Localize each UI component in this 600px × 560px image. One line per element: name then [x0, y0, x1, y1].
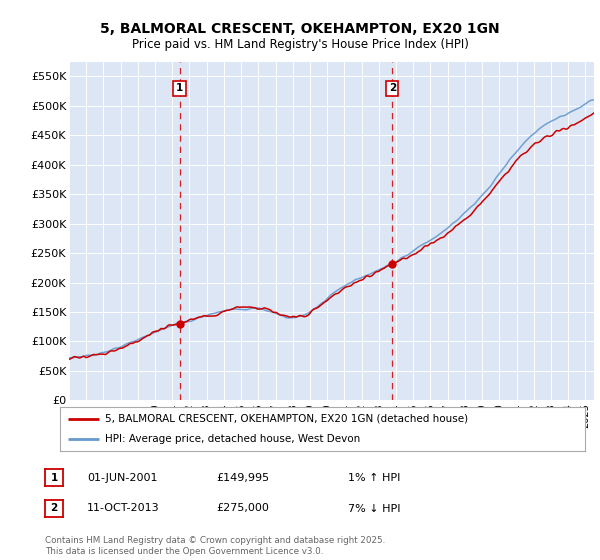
- Text: 5, BALMORAL CRESCENT, OKEHAMPTON, EX20 1GN: 5, BALMORAL CRESCENT, OKEHAMPTON, EX20 1…: [100, 22, 500, 36]
- Text: 2: 2: [389, 83, 396, 93]
- Text: 7% ↓ HPI: 7% ↓ HPI: [348, 503, 401, 514]
- Text: £149,995: £149,995: [216, 473, 269, 483]
- Text: 01-JUN-2001: 01-JUN-2001: [87, 473, 157, 483]
- Text: 2: 2: [50, 503, 58, 514]
- Text: Contains HM Land Registry data © Crown copyright and database right 2025.
This d: Contains HM Land Registry data © Crown c…: [45, 536, 385, 556]
- Text: 1% ↑ HPI: 1% ↑ HPI: [348, 473, 400, 483]
- Text: 11-OCT-2013: 11-OCT-2013: [87, 503, 160, 514]
- Text: 5, BALMORAL CRESCENT, OKEHAMPTON, EX20 1GN (detached house): 5, BALMORAL CRESCENT, OKEHAMPTON, EX20 1…: [104, 414, 468, 424]
- Text: 1: 1: [50, 473, 58, 483]
- Text: £275,000: £275,000: [216, 503, 269, 514]
- Text: HPI: Average price, detached house, West Devon: HPI: Average price, detached house, West…: [104, 434, 360, 444]
- Text: Price paid vs. HM Land Registry's House Price Index (HPI): Price paid vs. HM Land Registry's House …: [131, 38, 469, 51]
- Text: 1: 1: [176, 83, 183, 93]
